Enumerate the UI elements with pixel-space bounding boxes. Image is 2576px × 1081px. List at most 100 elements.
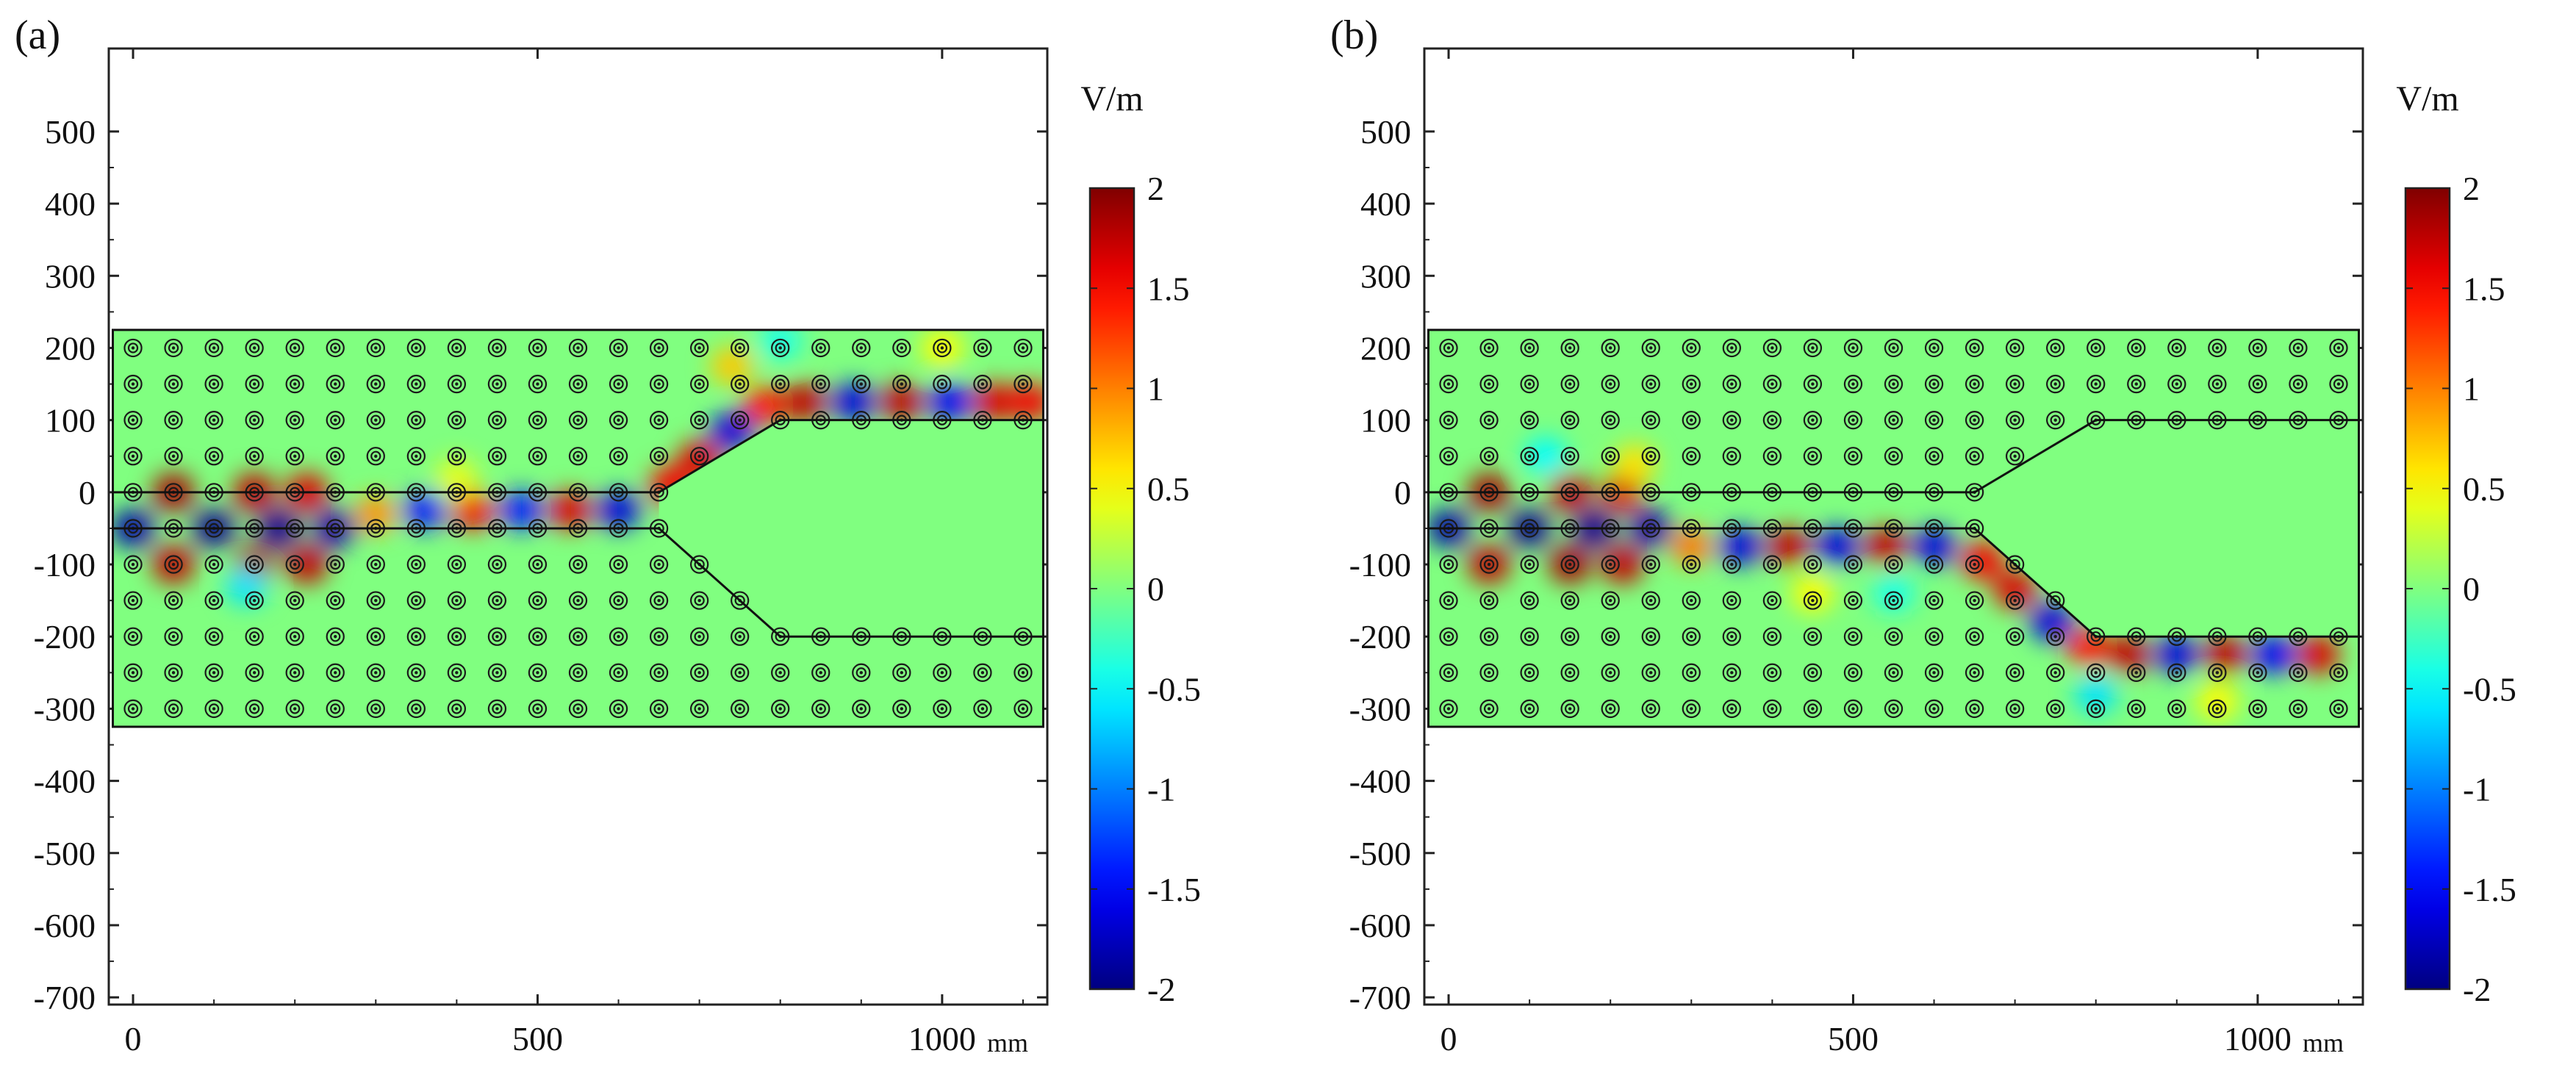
rod-center-dot: [2215, 671, 2220, 675]
rod-center-dot: [2336, 671, 2341, 675]
rod-center-dot: [1568, 346, 1572, 350]
y-tick-label: 500: [1360, 113, 1411, 151]
rod-inner-ring: [1888, 667, 1899, 678]
rod-inner-ring: [1483, 559, 1495, 570]
rod-center-dot: [374, 707, 378, 711]
rod-center-dot: [1730, 418, 1734, 422]
rod-center-dot: [697, 418, 701, 422]
rod-inner-ring: [1929, 342, 1940, 353]
rod-outer-ring: [1682, 663, 1701, 682]
rod-inner-ring: [127, 631, 139, 642]
rod-outer-ring: [852, 663, 871, 682]
rod-outer-ring: [1965, 555, 1984, 574]
rod-outer-ring: [245, 627, 264, 646]
rod-center-dot: [2013, 382, 2017, 386]
rod-inner-ring: [1565, 414, 1576, 425]
rod-outer-ring: [1924, 374, 1944, 394]
rod-outer-ring: [285, 411, 304, 430]
rod-outer-ring: [528, 627, 548, 646]
rod-outer-ring: [285, 555, 304, 574]
rod-outer-ring: [609, 699, 628, 719]
rod-outer-ring: [366, 591, 385, 610]
rod-inner-ring: [1524, 378, 1535, 389]
rod-center-dot: [171, 346, 176, 350]
rod-center-dot: [1446, 707, 1451, 711]
rod-inner-ring: [1686, 559, 1697, 570]
rod-inner-ring: [2090, 342, 2101, 353]
y-tick-label: 500: [45, 113, 96, 151]
rod-outer-ring: [447, 663, 467, 682]
rod-outer-ring: [204, 699, 223, 719]
rod-center-dot: [1811, 562, 1815, 567]
rod-outer-ring: [1560, 447, 1579, 466]
rod-center-dot: [1892, 707, 1895, 711]
rod-outer-ring: [326, 411, 345, 430]
rod-center-dot: [1770, 454, 1774, 458]
rod-center-dot: [495, 671, 499, 675]
axes-frame: [1423, 47, 2364, 1006]
rod-outer-ring: [1722, 627, 1741, 646]
y-tick-label: 0: [1394, 474, 1411, 511]
rod-center-dot: [617, 346, 620, 350]
rod-center-dot: [536, 562, 539, 567]
rod-inner-ring: [1767, 703, 1778, 714]
rod-center-dot: [1730, 454, 1734, 458]
rod-outer-ring: [1560, 699, 1579, 719]
rod-center-dot: [131, 635, 135, 639]
rod-outer-ring: [771, 338, 790, 358]
rod-inner-ring: [1929, 703, 1940, 714]
field-hotspot-core: [939, 392, 962, 412]
rod-inner-ring: [168, 595, 179, 606]
rod-center-dot: [1851, 671, 1855, 675]
rod-center-dot: [2296, 707, 2300, 711]
rod-center-dot: [657, 707, 661, 711]
rod-outer-ring: [568, 663, 588, 682]
rod-inner-ring: [1524, 342, 1535, 353]
rod-inner-ring: [168, 378, 179, 389]
rod-center-dot: [131, 454, 135, 458]
field-hotspot-core: [2165, 644, 2188, 665]
rod-outer-ring: [2005, 555, 2025, 574]
rod-inner-ring: [1848, 703, 1859, 714]
rod-inner-ring: [734, 595, 745, 606]
rod-center-dot: [697, 346, 701, 350]
rod-center-dot: [252, 635, 256, 639]
rod-center-dot: [1487, 346, 1491, 350]
rod-center-dot: [778, 671, 782, 675]
rod-center-dot: [334, 598, 337, 603]
rod-outer-ring: [447, 555, 467, 574]
rod-outer-ring: [2046, 627, 2065, 646]
rod-inner-ring: [451, 631, 462, 642]
rod-outer-ring: [1641, 338, 1660, 358]
rod-center-dot: [697, 707, 701, 711]
rod-center-dot: [778, 346, 782, 350]
rod-inner-ring: [613, 559, 624, 570]
rod-outer-ring: [1722, 338, 1741, 358]
rod-center-dot: [576, 454, 580, 458]
rod-center-dot: [171, 635, 176, 639]
rod-center-dot: [1527, 346, 1532, 350]
rod-center-dot: [374, 635, 378, 639]
rod-outer-ring: [2329, 338, 2348, 358]
field-hotspot-core: [1801, 583, 1824, 604]
rod-outer-ring: [731, 411, 750, 430]
rod-outer-ring: [1520, 374, 1539, 394]
rod-center-dot: [1811, 382, 1815, 386]
rod-inner-ring: [1888, 559, 1899, 570]
rod-center-dot: [1649, 598, 1653, 603]
rod-inner-ring: [1929, 559, 1940, 570]
rod-center-dot: [617, 454, 620, 458]
rod-outer-ring: [487, 338, 507, 358]
rod-outer-ring: [1682, 591, 1701, 610]
x-tick-label: 500: [512, 1020, 563, 1057]
rod-center-dot: [374, 671, 378, 675]
field-hotspot-core: [2206, 691, 2228, 712]
rod-outer-ring: [1884, 555, 1904, 574]
rod-inner-ring: [532, 342, 543, 353]
rod-inner-ring: [1929, 378, 1940, 389]
panel-label: (b): [1330, 12, 1378, 58]
rod-center-dot: [495, 598, 499, 603]
rod-center-dot: [1649, 382, 1653, 386]
rod-outer-ring: [1439, 627, 1458, 646]
colorbar-tick-label: 1.5: [1147, 270, 1190, 307]
